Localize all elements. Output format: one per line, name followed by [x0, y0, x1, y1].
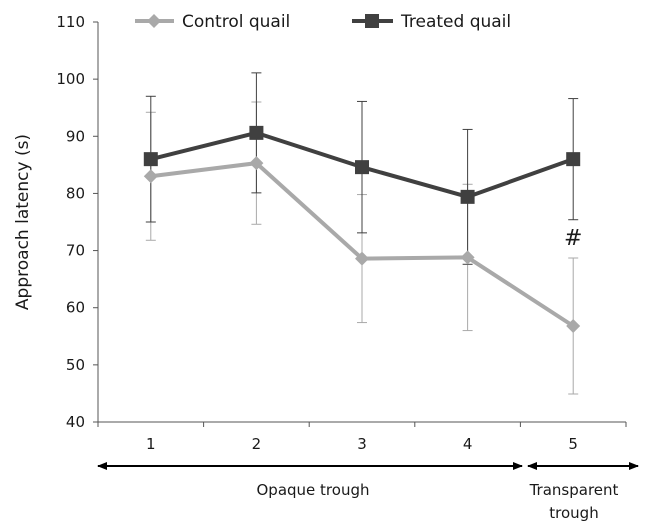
- y-tick-label: 90: [66, 127, 85, 145]
- x-tick-label: 2: [252, 435, 262, 453]
- data-point-treated-quail: [143, 152, 158, 167]
- significance-mark: #: [564, 226, 582, 251]
- x-tick-label: 3: [357, 435, 367, 453]
- y-tick-label: 40: [66, 413, 85, 431]
- y-axis-title: Approach latency (s): [13, 134, 33, 310]
- legend-marker-control: [147, 14, 161, 28]
- x-tick-label: 5: [568, 435, 578, 453]
- y-tick-label: 60: [66, 299, 85, 317]
- data-point-control-quail: [460, 250, 475, 265]
- x-tick-label: 1: [146, 435, 156, 453]
- group-brackets: Opaque trough Transparent trough: [97, 462, 639, 522]
- series-markers: [143, 125, 581, 333]
- annotations: #: [564, 226, 582, 251]
- data-point-treated-quail: [249, 125, 264, 140]
- data-point-treated-quail: [355, 160, 369, 175]
- y-tick-label: 50: [66, 356, 85, 374]
- y-tick-label: 70: [66, 242, 85, 260]
- error-bars: [145, 72, 579, 395]
- legend-label-control: Control quail: [182, 12, 290, 32]
- data-point-treated-quail: [460, 189, 475, 204]
- x-tick-label: 4: [463, 435, 473, 453]
- group-label-transparent-line2: trough: [549, 504, 598, 522]
- y-tick-label: 100: [56, 70, 85, 88]
- axes: 40 50 60 70 80 90 100 110 1 2 3 4 5 Approach latency …: [13, 13, 627, 453]
- legend-marker-treated: [365, 14, 379, 28]
- legend-label-treated: Treated quail: [400, 12, 511, 32]
- group-label-opaque: Opaque trough: [257, 481, 370, 499]
- data-point-control-quail: [355, 251, 369, 266]
- y-tick-label: 110: [56, 13, 85, 31]
- data-point-control-quail: [566, 319, 581, 333]
- legend: Control quail Treated quail: [135, 12, 511, 32]
- group-label-transparent-line1: Transparent: [529, 481, 619, 499]
- data-point-treated-quail: [566, 152, 581, 167]
- y-tick-label: 80: [66, 184, 85, 202]
- data-point-control-quail: [249, 156, 264, 171]
- data-point-control-quail: [143, 169, 158, 184]
